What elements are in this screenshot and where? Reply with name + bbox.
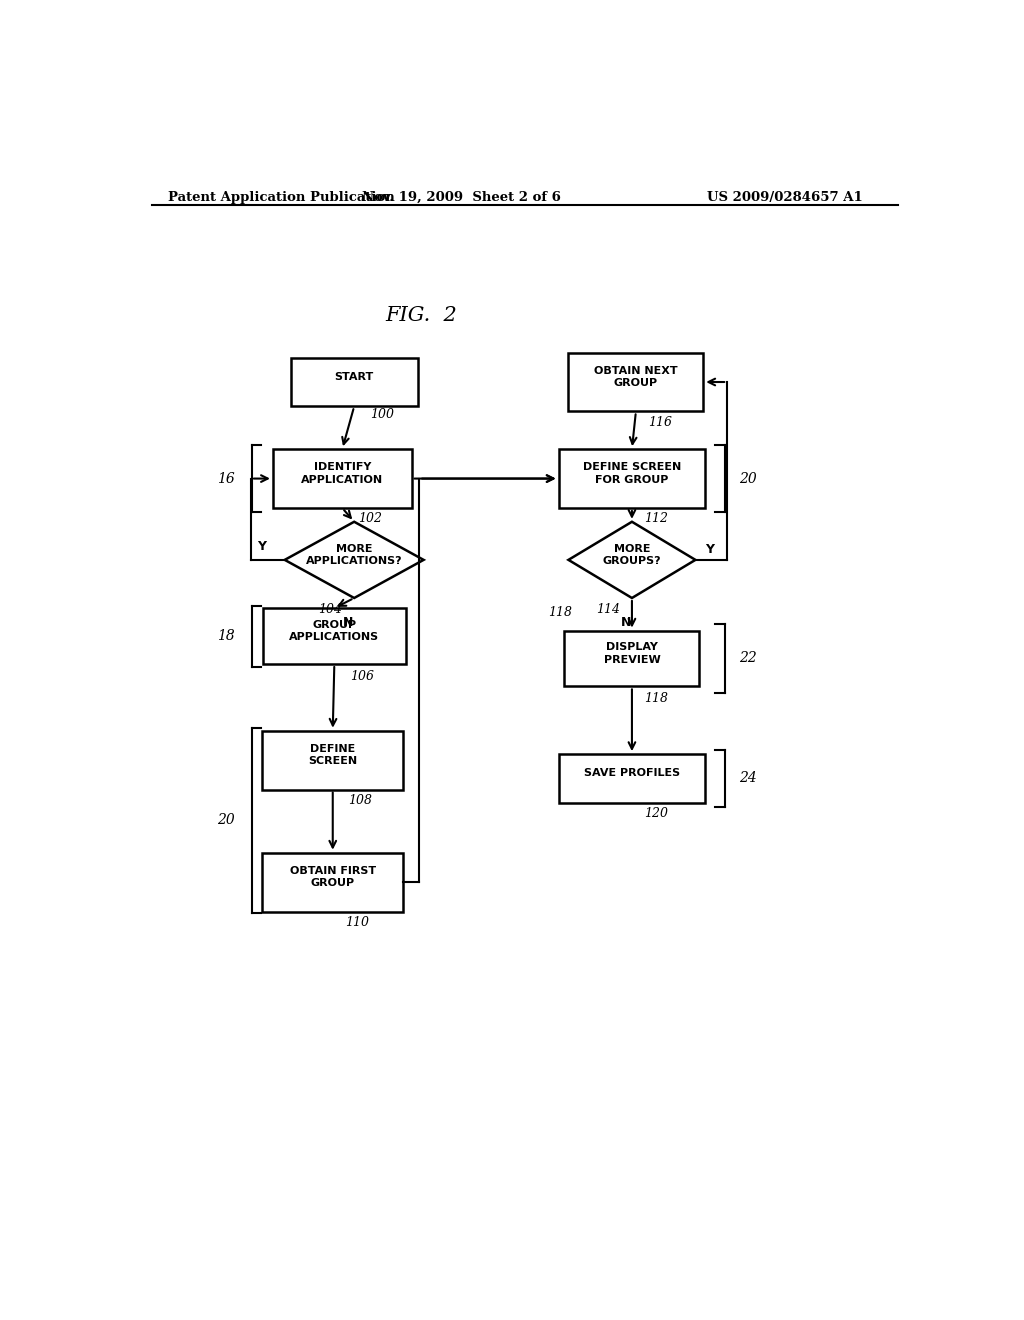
Text: SAVE PROFILES: SAVE PROFILES <box>584 768 680 779</box>
Bar <box>272 449 412 508</box>
Text: 100: 100 <box>370 408 394 421</box>
Text: DEFINE
SCREEN: DEFINE SCREEN <box>308 744 357 766</box>
Text: 112: 112 <box>644 512 668 525</box>
Text: US 2009/0284657 A1: US 2009/0284657 A1 <box>708 190 863 203</box>
Text: MORE
GROUPS?: MORE GROUPS? <box>602 544 662 566</box>
Text: 106: 106 <box>350 669 374 682</box>
Bar <box>263 609 406 664</box>
Text: 114: 114 <box>596 603 621 616</box>
Polygon shape <box>285 521 424 598</box>
Text: OBTAIN FIRST
GROUP: OBTAIN FIRST GROUP <box>290 866 376 888</box>
Text: Y: Y <box>257 540 266 553</box>
Text: DISPLAY
PREVIEW: DISPLAY PREVIEW <box>603 643 660 664</box>
Text: 104: 104 <box>318 603 342 616</box>
Text: GROUP
APPLICATIONS: GROUP APPLICATIONS <box>289 620 380 643</box>
Text: 20: 20 <box>739 471 757 486</box>
Bar <box>568 352 703 412</box>
Bar <box>262 731 403 789</box>
Text: 16: 16 <box>217 471 236 486</box>
Text: MORE
APPLICATIONS?: MORE APPLICATIONS? <box>306 544 402 566</box>
Text: 18: 18 <box>217 630 236 643</box>
Bar <box>262 853 403 912</box>
Text: START: START <box>335 372 374 381</box>
Text: 20: 20 <box>217 813 236 828</box>
Text: 110: 110 <box>345 916 369 928</box>
Text: N: N <box>621 616 631 630</box>
Text: IDENTIFY
APPLICATION: IDENTIFY APPLICATION <box>301 462 383 484</box>
Text: Patent Application Publication: Patent Application Publication <box>168 190 394 203</box>
Bar <box>291 358 418 407</box>
Bar <box>558 449 706 508</box>
Bar <box>558 754 706 803</box>
Text: 102: 102 <box>358 512 382 525</box>
Text: 116: 116 <box>648 416 672 429</box>
Bar <box>564 631 699 686</box>
Text: 24: 24 <box>739 771 757 785</box>
Text: N: N <box>343 616 353 630</box>
Text: 118: 118 <box>549 606 572 619</box>
Text: 108: 108 <box>348 793 373 807</box>
Text: 22: 22 <box>739 652 757 665</box>
Polygon shape <box>568 521 695 598</box>
Text: Y: Y <box>706 544 714 556</box>
Text: Nov. 19, 2009  Sheet 2 of 6: Nov. 19, 2009 Sheet 2 of 6 <box>361 190 561 203</box>
Text: DEFINE SCREEN
FOR GROUP: DEFINE SCREEN FOR GROUP <box>583 462 681 484</box>
Text: OBTAIN NEXT
GROUP: OBTAIN NEXT GROUP <box>594 366 678 388</box>
Text: 120: 120 <box>644 807 668 820</box>
Text: FIG.  2: FIG. 2 <box>386 306 458 326</box>
Text: 118: 118 <box>644 692 668 705</box>
